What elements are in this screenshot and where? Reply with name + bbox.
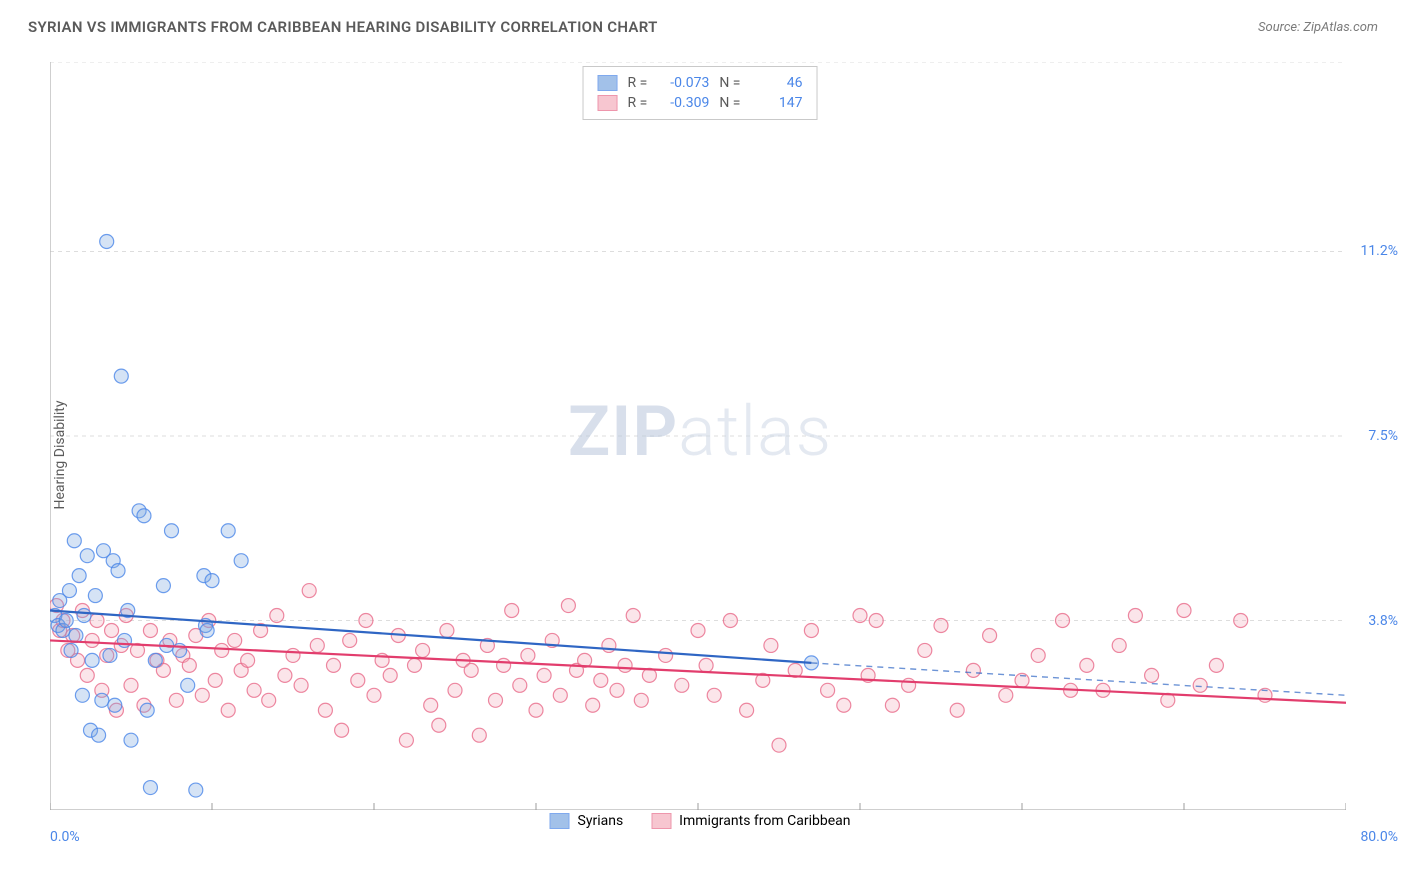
y-axis-label: Hearing Disability [52, 401, 68, 510]
y-tick-label: 7.5% [1368, 428, 1398, 444]
swatch-syrians [598, 75, 618, 91]
chart-container: ZIPatlas Hearing Disability R = -0.073 N… [50, 62, 1350, 832]
legend-item-caribbean: Immigrants from Caribbean [651, 813, 850, 829]
chart-title: SYRIAN VS IMMIGRANTS FROM CARIBBEAN HEAR… [28, 18, 658, 36]
legend-label-caribbean: Immigrants from Caribbean [679, 813, 850, 829]
series-legend: Syrians Immigrants from Caribbean [550, 813, 851, 829]
legend-label-syrians: Syrians [578, 813, 624, 829]
stats-row-syrians: R = -0.073 N = 46 [598, 73, 803, 93]
swatch-syrians [550, 813, 570, 829]
n-label: N = [719, 75, 740, 91]
stats-legend: R = -0.073 N = 46 R = -0.309 N = 147 [583, 66, 818, 120]
source-label: Source: ZipAtlas.com [1258, 20, 1378, 35]
n-label: N = [719, 95, 740, 111]
x-tick-min: 0.0% [50, 829, 80, 845]
y-tick-label: 3.8% [1368, 613, 1398, 629]
stats-row-caribbean: R = -0.309 N = 147 [598, 93, 803, 113]
r-label: R = [628, 95, 648, 111]
x-tick-max: 80.0% [1360, 829, 1398, 845]
n-value-caribbean: 147 [750, 95, 802, 111]
r-value-caribbean: -0.309 [657, 95, 709, 111]
r-label: R = [628, 75, 648, 91]
n-value-syrians: 46 [750, 75, 802, 91]
swatch-caribbean [598, 95, 618, 111]
scatter-plot [50, 62, 1346, 810]
swatch-caribbean [651, 813, 671, 829]
r-value-syrians: -0.073 [657, 75, 709, 91]
legend-item-syrians: Syrians [550, 813, 624, 829]
y-tick-label: 11.2% [1360, 243, 1398, 259]
